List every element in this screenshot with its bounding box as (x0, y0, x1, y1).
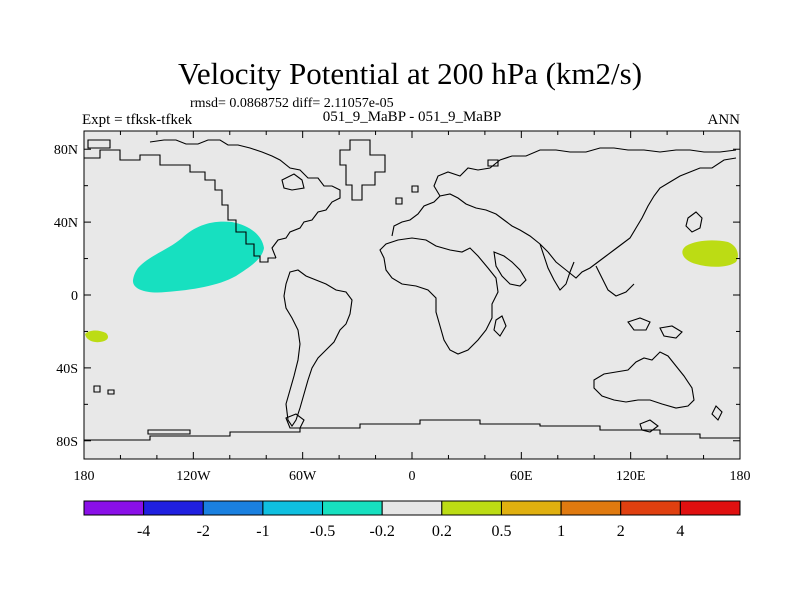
maritime-islands (627, 317, 651, 331)
map-background (84, 131, 740, 459)
colorbar-swatch (679, 500, 741, 516)
colorbar-swatch (262, 500, 324, 516)
colorbar-labels: -4 -2 -1 -0.5 -0.2 0.2 0.5 1 2 4 (137, 523, 684, 540)
madagascar-coast (493, 315, 507, 337)
colorbar-label: 2 (617, 523, 625, 540)
x-tick-label: 180 (730, 469, 751, 484)
x-tick-label: 120E (616, 469, 646, 484)
x-tick-label: 0 (409, 469, 416, 484)
colorbar-label: -0.2 (370, 523, 395, 540)
antarctic-peninsula (285, 413, 305, 429)
y-tick-label: 80S (56, 435, 78, 450)
colorbar-swatch (83, 500, 145, 516)
japan-coast (685, 211, 703, 233)
south-georgia (147, 429, 191, 435)
x-axis-labels: 180 120W 60W 0 60E 120E 180 (74, 469, 751, 484)
maritime-islands-2 (659, 325, 683, 339)
africa-coast (379, 237, 499, 355)
pacific-islands (93, 385, 115, 395)
india-coast (539, 243, 575, 291)
y-axis-labels: 80N 40N 0 40S 80S (54, 143, 78, 450)
southeast-asia-coast (595, 265, 635, 297)
colorbar-swatch (381, 500, 443, 516)
australia-coast (593, 351, 695, 409)
greenland-coast (339, 139, 386, 201)
arctic-islands (395, 159, 499, 205)
asia-coast (547, 157, 737, 279)
y-tick-label: 40N (54, 216, 78, 231)
south-pacific-positive-anomaly (85, 330, 108, 343)
coastlines (84, 139, 740, 441)
europe-coast (391, 193, 549, 253)
y-tick-label: 40S (56, 362, 78, 377)
new-zealand-coast (711, 405, 723, 421)
colorbar-swatch (202, 500, 264, 516)
case-label: 051_9_MaBP - 051_9_MaBP (323, 109, 502, 125)
colorbar-swatch (560, 500, 622, 516)
colorbar-label: 0.5 (491, 523, 511, 540)
colorbar-label: 4 (676, 523, 684, 540)
north-america-east-coast (149, 139, 341, 259)
experiment-label: Expt = tfksk-tfkek (82, 112, 193, 128)
colorbar-swatch (322, 500, 383, 516)
colorbar-label: 1 (557, 523, 565, 540)
colorbar-label: -1 (256, 523, 269, 540)
colorbar-label: -2 (197, 523, 210, 540)
colorbar-swatch (500, 500, 562, 516)
y-tick-label: 0 (71, 289, 78, 304)
colorbar-swatch (143, 500, 204, 516)
eurasia-north-coast (433, 147, 737, 197)
hudson-bay (281, 173, 305, 191)
south-america-coast (283, 269, 353, 427)
colorbar-swatch (620, 500, 681, 516)
plot-title: Velocity Potential at 200 hPa (km2/s) (178, 56, 642, 91)
colorbar-label: 0.2 (432, 523, 452, 540)
colorbar (83, 500, 741, 516)
season-label: ANN (708, 112, 741, 128)
colorbar-label: -4 (137, 523, 150, 540)
x-tick-label: 60E (510, 469, 533, 484)
axis-ticks (83, 131, 741, 459)
x-tick-label: 120W (176, 469, 211, 484)
north-america-coast (84, 149, 276, 263)
y-tick-label: 80N (54, 143, 78, 158)
map-panel: 180 120W 60W 0 60E 120E 180 80N 40N 0 40S 80S (54, 130, 751, 484)
alaska-islands (87, 139, 111, 149)
southern-tip-islands (639, 419, 659, 433)
north-atlantic-negative-anomaly (132, 221, 264, 293)
antarctica-coast (84, 419, 740, 441)
arabia-coast (493, 251, 527, 287)
x-tick-label: 180 (74, 469, 95, 484)
west-pacific-positive-anomaly (682, 240, 738, 267)
stats-label: rmsd= 0.0868752 diff= 2.11057e-05 (190, 96, 394, 111)
colorbar-label: -0.5 (310, 523, 335, 540)
colorbar-swatch (441, 500, 502, 516)
x-tick-label: 60W (289, 469, 317, 484)
